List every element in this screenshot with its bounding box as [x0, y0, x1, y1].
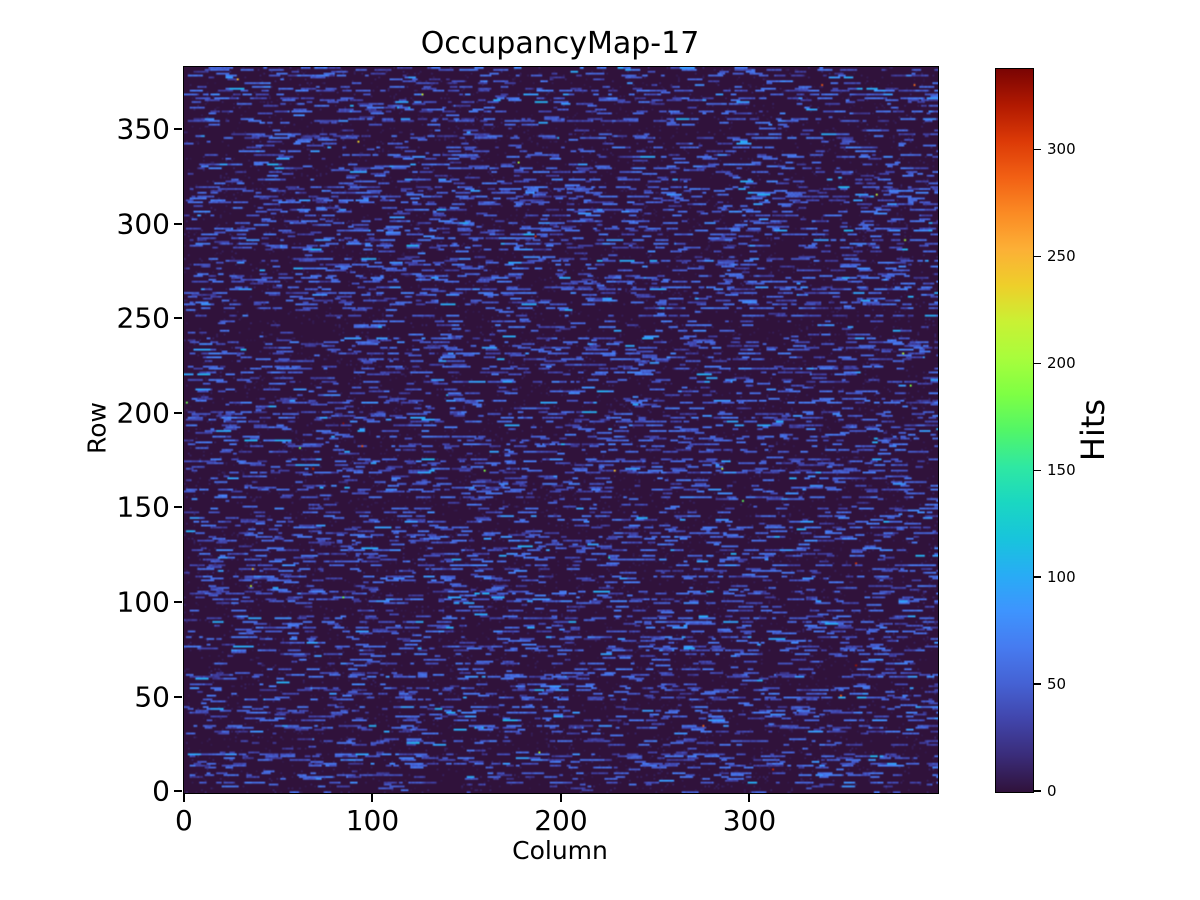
y-tick-mark	[174, 600, 182, 603]
x-tick-label: 100	[345, 804, 400, 837]
colorbar-gradient	[995, 68, 1034, 793]
chart-title: OccupancyMap-17	[420, 26, 700, 61]
colorbar-tick-mark	[1034, 683, 1041, 685]
y-tick-mark	[174, 317, 182, 320]
y-tick-mark	[174, 790, 182, 793]
colorbar-tick-label: 300	[1047, 140, 1076, 159]
colorbar-tick-mark	[1034, 362, 1041, 364]
heatmap-plot	[183, 66, 939, 794]
colorbar-tick-mark	[1034, 469, 1041, 471]
y-tick-label: 0	[152, 774, 170, 808]
y-tick-mark	[174, 128, 182, 131]
colorbar-tick-mark	[1034, 576, 1041, 578]
colorbar-tick-label: 50	[1047, 675, 1067, 694]
x-tick-mark	[559, 794, 562, 802]
x-tick-mark	[371, 794, 374, 802]
x-tick-label: 200	[534, 804, 588, 837]
colorbar-label: Hits	[1074, 398, 1112, 462]
colorbar-tick-mark	[1034, 790, 1041, 792]
colorbar-tick-label: 200	[1047, 354, 1076, 373]
colorbar-tick-label: 250	[1047, 247, 1076, 266]
y-tick-label: 350	[116, 112, 170, 146]
y-tick-label: 150	[116, 490, 170, 524]
colorbar-tick-mark	[1034, 148, 1041, 150]
y-tick-label: 50	[134, 680, 170, 714]
heatmap-canvas	[184, 67, 938, 793]
y-tick-label: 100	[116, 585, 170, 619]
y-tick-label: 200	[116, 396, 170, 430]
x-tick-mark	[182, 794, 185, 802]
y-tick-label: 300	[116, 207, 170, 241]
colorbar-tick-mark	[1034, 255, 1041, 257]
x-tick-label: 300	[722, 804, 777, 837]
x-tick-mark	[748, 794, 751, 802]
colorbar-tick-label: 0	[1047, 782, 1057, 800]
x-tick-label: 0	[175, 804, 193, 837]
y-tick-mark	[174, 222, 182, 225]
y-tick-mark	[174, 695, 182, 698]
x-axis-label: Column	[512, 836, 608, 865]
y-tick-label: 250	[116, 301, 170, 335]
colorbar-tick-label: 100	[1047, 568, 1076, 587]
y-tick-mark	[174, 506, 182, 509]
colorbar-tick-label: 150	[1047, 461, 1076, 480]
y-tick-mark	[174, 411, 182, 414]
